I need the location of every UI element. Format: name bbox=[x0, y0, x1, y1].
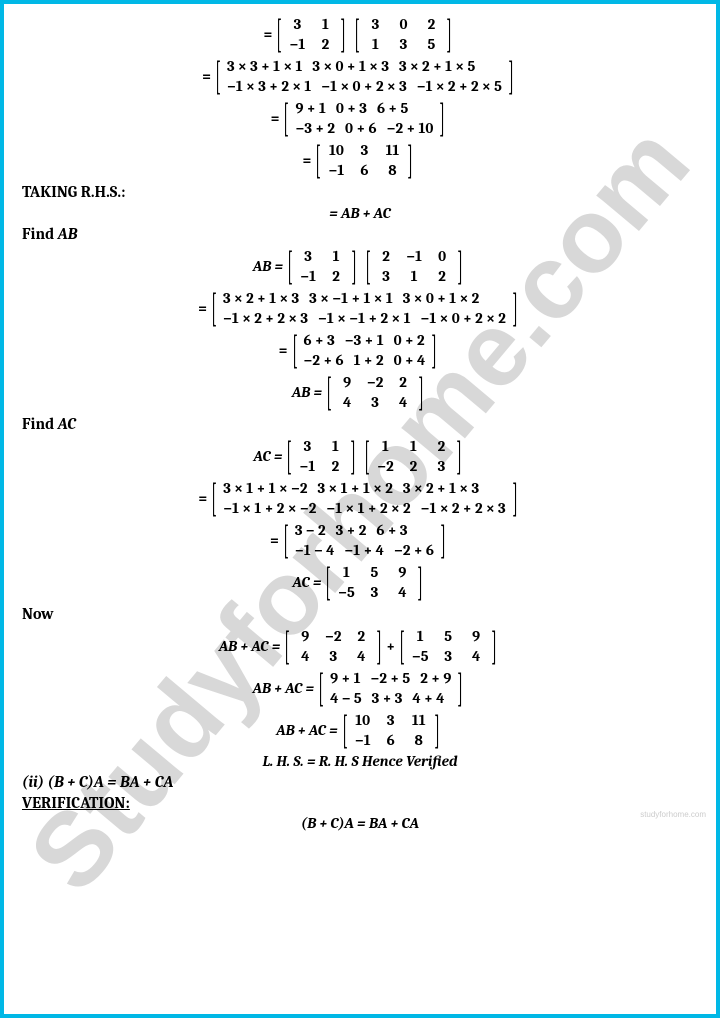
matrix: [112−223] bbox=[360, 436, 466, 476]
now-title: Now bbox=[22, 605, 698, 623]
matrix: [31−12] bbox=[272, 14, 350, 54]
matrix: [302135] bbox=[350, 14, 456, 54]
ab-label: AB = bbox=[253, 257, 283, 275]
final-eq-text: (B + C)A = BA + CA bbox=[301, 814, 419, 832]
eq-line-2: = [3 × 3 + 1 × 13 × 0 + 1 × 33 × 2 + 1 ×… bbox=[22, 56, 698, 96]
matrix: [3 × 1 + 1 × −23 × 1 + 1 × 23 × 2 + 1 × … bbox=[207, 478, 521, 518]
matrix: [10311−168] bbox=[311, 140, 417, 180]
part2-text: (ii) (B + C)A = BA + CA bbox=[22, 773, 173, 791]
abac-label: AB + AC = bbox=[219, 637, 280, 655]
matrix: [10311−168] bbox=[338, 710, 444, 750]
ac-label: AC = bbox=[293, 573, 322, 591]
ac-line-1: AC = [31−12] [112−223] bbox=[22, 436, 698, 476]
matrix: [3 − 23 + 26 + 3−1 − 4−1 + 4−2 + 6] bbox=[279, 520, 450, 560]
matrix: [31−12] bbox=[282, 436, 360, 476]
eq-sign: = bbox=[198, 489, 207, 507]
matrix: [3 × 2 + 1 × 33 × −1 + 1 × 13 × 0 + 1 × … bbox=[207, 288, 522, 328]
verified-text: L. H. S. = R. H. S Hence Verified bbox=[262, 752, 457, 770]
ab-line-3: = [6 + 3−3 + 10 + 2−2 + 61 + 20 + 4] bbox=[22, 330, 698, 370]
ab-line-4: AB = [9−22434] bbox=[22, 372, 698, 412]
rhs-eq-text: = AB + AC bbox=[329, 204, 390, 222]
matrix: [31−12] bbox=[283, 246, 361, 286]
eq-sign: = bbox=[271, 109, 280, 127]
eq-sign: = bbox=[198, 299, 207, 317]
eq-sign: = bbox=[264, 25, 273, 43]
eq-sign: = bbox=[270, 531, 279, 549]
ac-line-4: AC = [159−534] bbox=[22, 562, 698, 602]
matrix: [9−22434] bbox=[322, 372, 428, 412]
rhs-title: TAKING R.H.S.: bbox=[22, 183, 698, 201]
ac-line-3: = [3 − 23 + 26 + 3−1 − 4−1 + 4−2 + 6] bbox=[22, 520, 698, 560]
abac-label: AB + AC = bbox=[253, 679, 314, 697]
page: Studyforhome.com = [31−12] [302135] = [3… bbox=[0, 0, 720, 1018]
matrix: [159−534] bbox=[321, 562, 427, 602]
matrix: [2−10312] bbox=[361, 246, 467, 286]
eq-line-4: = [10311−168] bbox=[22, 140, 698, 180]
part2-line: (ii) (B + C)A = BA + CA bbox=[22, 773, 698, 791]
matrix: [6 + 3−3 + 10 + 2−2 + 61 + 20 + 4] bbox=[288, 330, 442, 370]
ab-label: AB = bbox=[292, 383, 322, 401]
final-eq-line: (B + C)A = BA + CA bbox=[22, 814, 698, 832]
matrix: [3 × 3 + 1 × 13 × 0 + 1 × 33 × 2 + 1 × 5… bbox=[211, 56, 518, 96]
add-line-2: AB + AC = [9 + 1−2 + 52 + 94 − 53 + 34 +… bbox=[22, 668, 698, 708]
eq-sign: = bbox=[279, 341, 288, 359]
find-ac-title: Find AC bbox=[22, 415, 698, 433]
matrix: [9 + 10 + 36 + 5−3 + 20 + 6−2 + 10] bbox=[279, 98, 449, 138]
ab-line-2: = [3 × 2 + 1 × 33 × −1 + 1 × 13 × 0 + 1 … bbox=[22, 288, 698, 328]
eq-line-3: = [9 + 10 + 36 + 5−3 + 20 + 6−2 + 10] bbox=[22, 98, 698, 138]
eq-sign: = bbox=[202, 67, 211, 85]
verification-title: VERIFICATION: bbox=[22, 794, 698, 812]
abac-label: AB + AC = bbox=[276, 721, 337, 739]
matrix: [9−22434] bbox=[280, 626, 386, 666]
matrix: [9 + 1−2 + 52 + 94 − 53 + 34 + 4] bbox=[314, 668, 467, 708]
eq-sign: = bbox=[303, 151, 312, 169]
ab-line-1: AB = [31−12] [2−10312] bbox=[22, 246, 698, 286]
verified-line: L. H. S. = R. H. S Hence Verified bbox=[22, 752, 698, 770]
content: = [31−12] [302135] = [3 × 3 + 1 × 13 × 0… bbox=[22, 14, 698, 832]
eq-line-1: = [31−12] [302135] bbox=[22, 14, 698, 54]
matrix: [159−534] bbox=[395, 626, 501, 666]
ac-label: AC = bbox=[254, 447, 283, 465]
find-ab-title: Find AB bbox=[22, 225, 698, 243]
plus-sign: + bbox=[386, 637, 395, 655]
rhs-eq: = AB + AC bbox=[22, 204, 698, 222]
add-line-1: AB + AC = [9−22434] + [159−534] bbox=[22, 626, 698, 666]
add-line-3: AB + AC = [10311−168] bbox=[22, 710, 698, 750]
ac-line-2: = [3 × 1 + 1 × −23 × 1 + 1 × 23 × 2 + 1 … bbox=[22, 478, 698, 518]
